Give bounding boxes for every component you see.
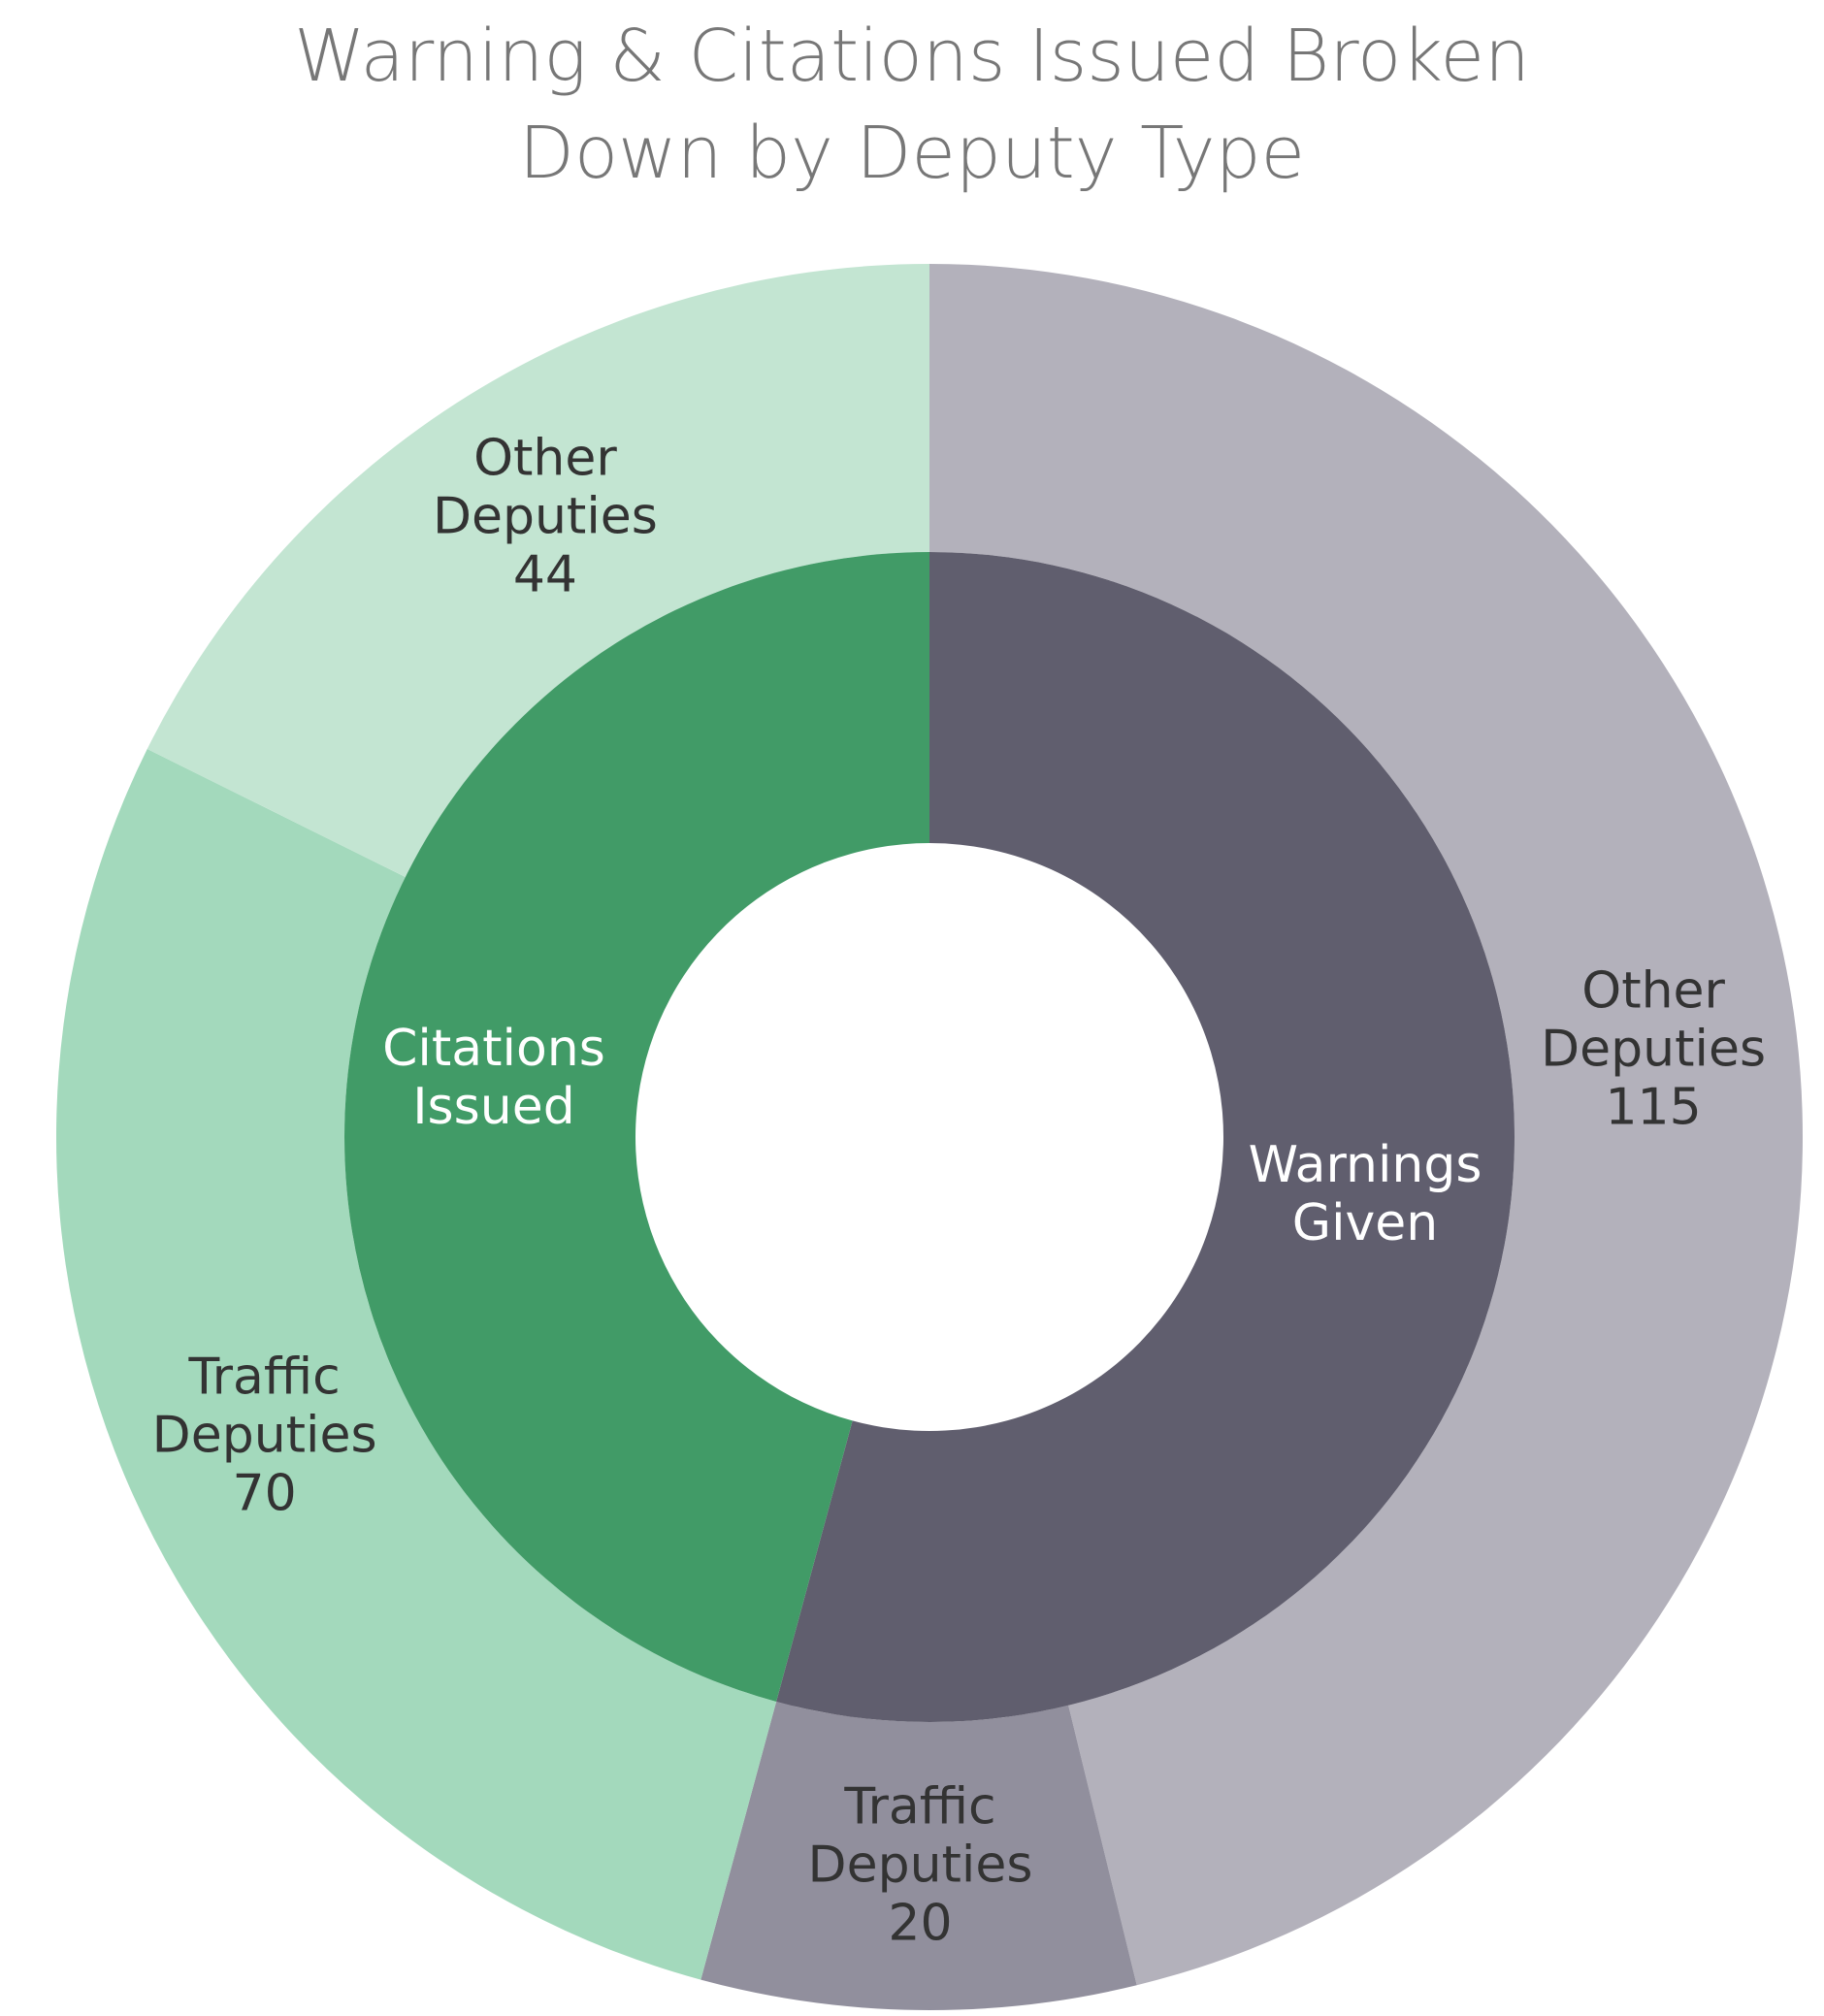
inner-segment [343, 552, 929, 1702]
outer-label: Traffic Deputies 70 [119, 1349, 410, 1523]
outer-label-name: Traffic Deputies [807, 1777, 1033, 1895]
outer-label: Traffic Deputies 20 [775, 1777, 1066, 1953]
inner-segment [776, 552, 1515, 1722]
outer-label-name: Other Deputies [1541, 961, 1767, 1079]
chart-title: Warning & Citations Issued Broken Down b… [294, 15, 1530, 195]
inner-label: Warnings Given [1248, 1136, 1482, 1252]
outer-segment [147, 264, 929, 878]
inner-label: Citations Issued [382, 1020, 605, 1137]
outer-label-value: 115 [1605, 1078, 1702, 1137]
outer-segment [700, 1701, 1137, 2010]
outer-label-name: Traffic Deputies [151, 1348, 377, 1465]
outer-label: Other Deputies 44 [400, 429, 691, 604]
outer-label-name: Other Deputies [432, 429, 658, 546]
outer-segment [55, 749, 777, 1980]
outer-label-value: 20 [888, 1894, 953, 1953]
outer-label-value: 70 [232, 1464, 297, 1523]
outer-label-value: 44 [512, 545, 577, 604]
outer-segment [929, 264, 1804, 1986]
outer-label: Other Deputies 115 [1508, 962, 1799, 1136]
